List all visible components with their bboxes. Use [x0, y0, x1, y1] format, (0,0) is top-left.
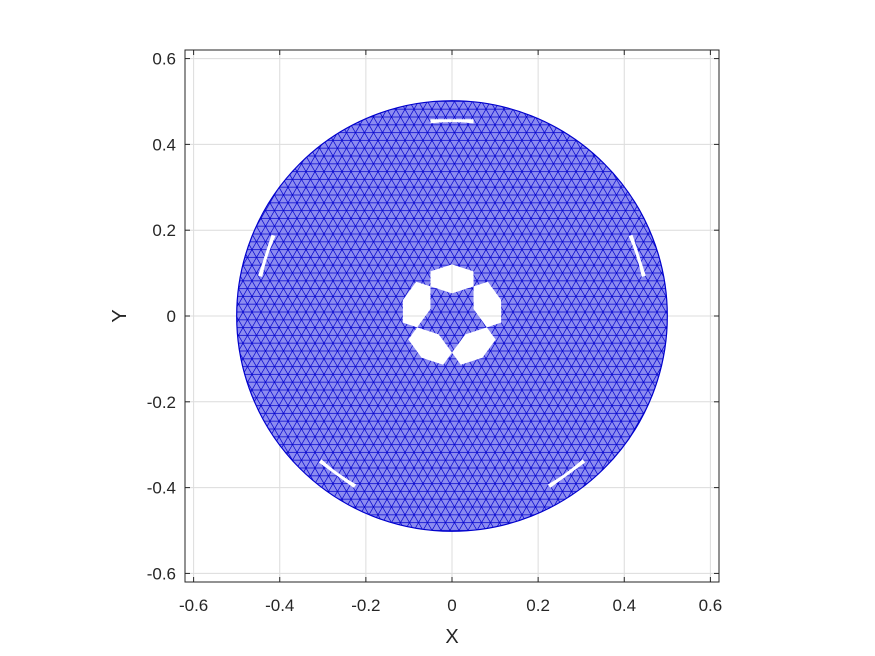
x-tick-label: -0.4	[265, 596, 294, 615]
x-axis-label: X	[445, 626, 458, 648]
y-tick-label: 0.6	[152, 50, 176, 69]
outer-rim-outline	[236, 100, 668, 532]
x-tick-label: -0.6	[179, 596, 208, 615]
x-tick-label: -0.2	[351, 596, 380, 615]
y-tick-label: -0.4	[147, 479, 176, 498]
y-tick-label: 0	[167, 307, 176, 326]
x-tick-label: 0.4	[612, 596, 636, 615]
y-tick-label: 0.2	[152, 221, 176, 240]
y-tick-label: -0.2	[147, 393, 176, 412]
x-tick-label: 0.6	[699, 596, 723, 615]
x-tick-label: 0	[447, 596, 456, 615]
x-tick-label: 0.2	[526, 596, 550, 615]
y-tick-label: -0.6	[147, 564, 176, 583]
y-tick-label: 0.4	[152, 135, 176, 154]
tick-labels: -0.6 -0.4 -0.2 0 0.2 0.4 0.6 -0.6 -0.4 -0.2 0 0.2 0.…	[147, 50, 723, 615]
axis-ticks	[185, 50, 719, 582]
y-axis-label: Y	[109, 309, 131, 322]
